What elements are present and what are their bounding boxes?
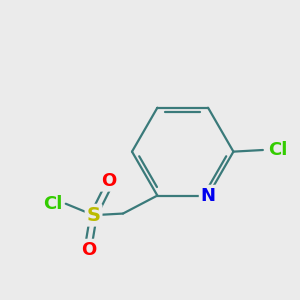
Text: O: O [101, 172, 116, 190]
Text: Cl: Cl [43, 195, 62, 213]
Text: O: O [81, 241, 96, 259]
Text: N: N [201, 187, 216, 205]
Text: S: S [87, 206, 100, 225]
Text: Cl: Cl [268, 141, 287, 159]
